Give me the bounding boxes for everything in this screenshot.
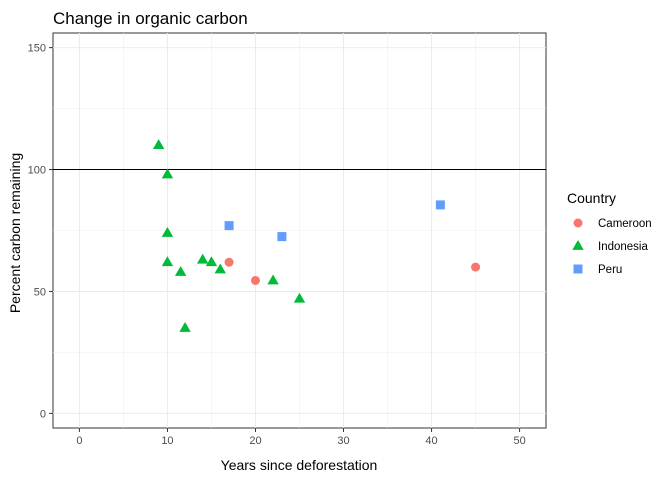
y-tick-label: 50 [34, 286, 46, 298]
legend-title: Country [567, 190, 616, 206]
y-tick-label: 0 [40, 408, 46, 420]
data-point-indonesia [293, 292, 306, 303]
data-point-indonesia [152, 139, 165, 150]
legend-label-peru: Peru [598, 264, 622, 276]
data-point-indonesia [161, 168, 174, 179]
legend: Country Cameroon Indonesia Peru [567, 190, 652, 276]
data-point-cameroon [250, 275, 260, 285]
legend-key-indonesia [572, 240, 584, 250]
x-tick-label: 30 [337, 435, 349, 447]
legend-key-cameroon [573, 218, 583, 228]
data-point-cameroon [471, 262, 481, 272]
data-point-indonesia [161, 256, 174, 267]
data-point-indonesia [267, 274, 279, 285]
x-axis-title: Years since deforestation [221, 457, 378, 473]
legend-label-cameroon: Cameroon [598, 218, 652, 230]
data-point-indonesia [179, 322, 191, 332]
y-axis: 0 50 100 150 [28, 43, 53, 420]
data-point-peru [224, 221, 234, 231]
data-point-indonesia [205, 256, 218, 267]
data-points [152, 139, 481, 332]
data-point-peru [435, 200, 445, 210]
data-point-cameroon [224, 257, 234, 267]
y-tick-label: 100 [28, 165, 46, 177]
legend-label-indonesia: Indonesia [598, 241, 648, 253]
data-point-peru [277, 232, 287, 242]
data-point-indonesia [174, 265, 187, 276]
data-point-indonesia [161, 226, 174, 237]
x-axis: 0 10 20 30 40 50 [76, 428, 526, 447]
chart-title: Change in organic carbon [53, 9, 248, 28]
x-tick-label: 0 [76, 435, 82, 447]
x-tick-label: 50 [513, 435, 525, 447]
y-tick-label: 150 [28, 43, 46, 55]
x-tick-label: 20 [249, 435, 261, 447]
legend-key-peru [573, 264, 583, 274]
x-tick-label: 10 [161, 435, 173, 447]
x-tick-label: 40 [425, 435, 437, 447]
y-axis-title: Percent carbon remaining [7, 153, 23, 313]
data-point-indonesia [214, 263, 226, 274]
data-point-indonesia [196, 253, 209, 264]
